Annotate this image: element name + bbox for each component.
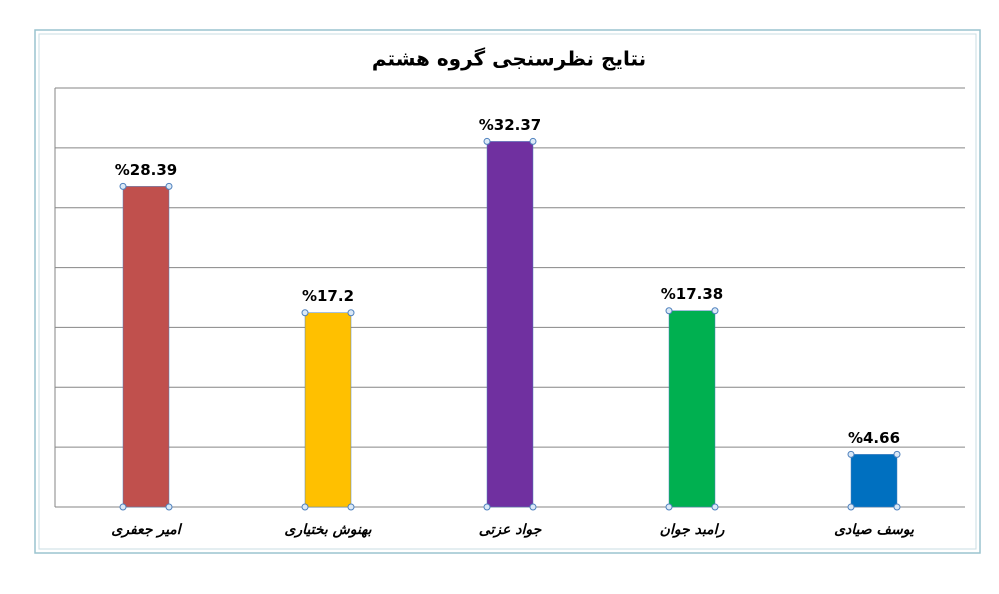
value-label: %28.39 — [115, 161, 177, 179]
selection-handle — [119, 503, 127, 511]
selection-handle — [347, 309, 355, 317]
selection-handle — [347, 503, 355, 511]
value-label: %32.37 — [479, 116, 541, 134]
selection-handle — [847, 450, 855, 458]
bar — [122, 186, 170, 508]
selection-handle — [165, 503, 173, 511]
selection-handle — [119, 182, 127, 190]
selection-handle — [301, 503, 309, 511]
selection-handle — [893, 450, 901, 458]
selection-handle — [165, 182, 173, 190]
x-tick-label: بهنوش بختیاری — [284, 522, 372, 538]
x-tick-label: امیر جعفری — [111, 522, 182, 538]
x-tick-label: یوسف صیادی — [834, 522, 915, 538]
selection-handle — [301, 309, 309, 317]
value-label: %4.66 — [848, 429, 900, 447]
selection-handle — [665, 307, 673, 315]
selection-handle — [847, 503, 855, 511]
value-label: %17.2 — [302, 287, 354, 305]
bar — [486, 141, 534, 508]
selection-handle — [529, 503, 537, 511]
bar — [304, 312, 352, 508]
x-tick-label: رامبد جوان — [660, 522, 725, 538]
x-tick-label: جواد عزتی — [479, 522, 543, 538]
selection-handle — [711, 307, 719, 315]
selection-handle — [665, 503, 673, 511]
chart-inner-frame — [38, 33, 977, 550]
selection-handle — [483, 137, 491, 145]
selection-handle — [529, 137, 537, 145]
bar — [668, 310, 716, 508]
selection-handle — [483, 503, 491, 511]
bar — [850, 454, 898, 508]
selection-handle — [893, 503, 901, 511]
selection-handle — [711, 503, 719, 511]
chart-title: نتایج نظرسنجی گروه هشتم — [372, 47, 646, 71]
value-label: %17.38 — [661, 285, 723, 303]
